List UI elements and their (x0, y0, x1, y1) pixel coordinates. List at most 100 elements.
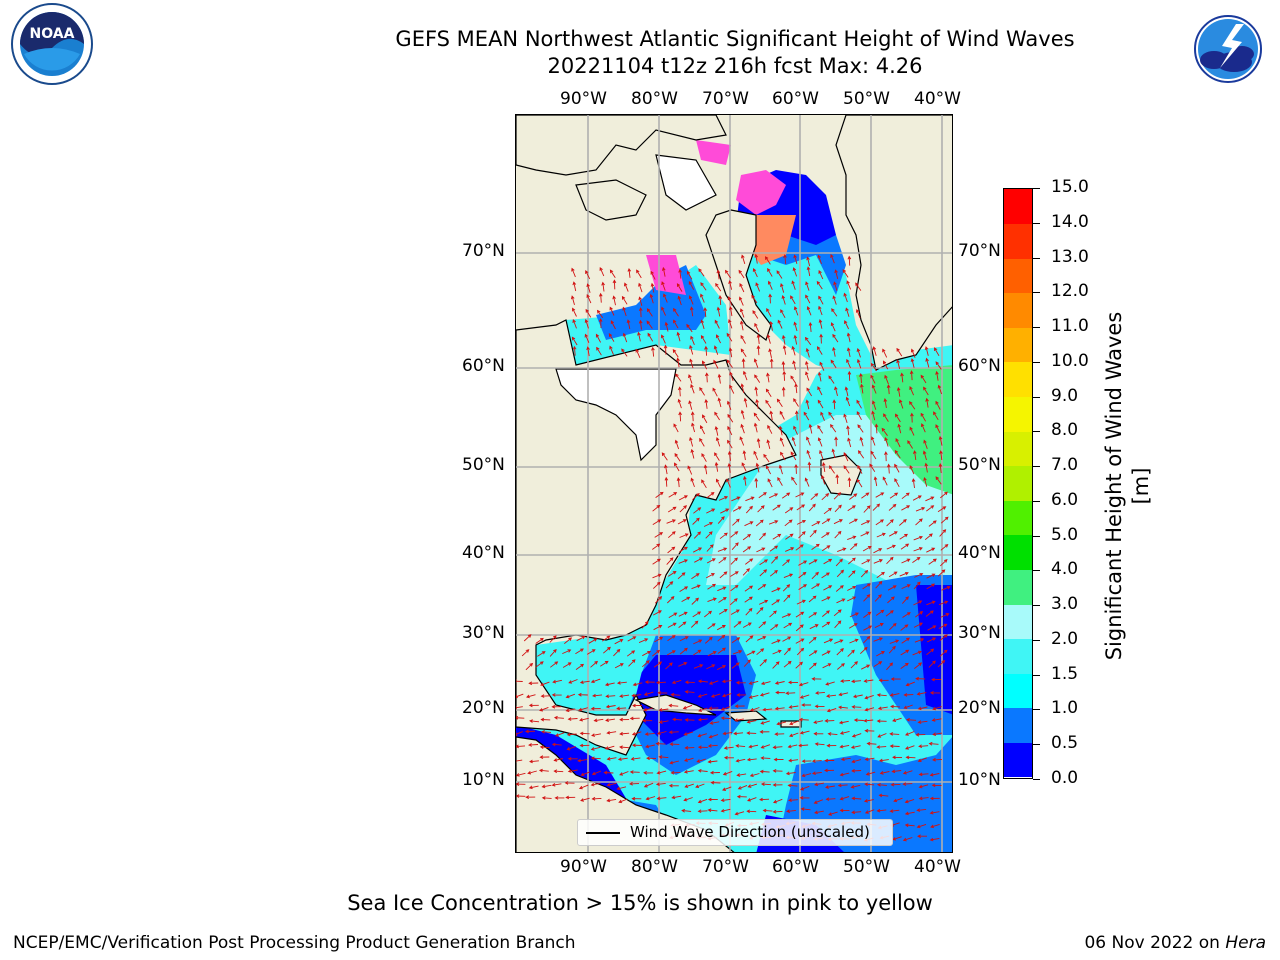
wind-wave-arrow (769, 610, 777, 618)
wind-wave-arrow (912, 650, 922, 656)
wind-wave-arrow (610, 320, 616, 330)
wind-wave-arrow (535, 637, 544, 644)
wind-wave-arrow (940, 613, 950, 618)
wind-wave-arrow (657, 691, 668, 695)
wind-wave-arrow (751, 294, 758, 304)
wind-wave-arrow (744, 521, 754, 527)
wind-wave-arrow (889, 693, 900, 697)
wind-wave-arrow (887, 596, 895, 604)
wind-wave-arrow (735, 680, 746, 685)
wind-wave-arrow (755, 519, 764, 527)
lat-label-left: 30°N (462, 623, 505, 643)
wind-wave-arrow (864, 782, 875, 787)
wind-wave-arrow (733, 731, 744, 736)
wind-wave-arrow (822, 663, 832, 669)
wind-wave-arrow (748, 694, 759, 699)
wind-wave-arrow (759, 659, 767, 667)
wind-wave-arrow (926, 505, 935, 512)
wind-wave-arrow (697, 798, 708, 804)
wind-wave-arrow (690, 448, 695, 459)
wind-wave-arrow (584, 333, 590, 343)
wind-wave-arrow (848, 518, 858, 524)
wind-wave-arrow (591, 770, 602, 776)
wind-wave-arrow (853, 718, 864, 722)
wind-wave-arrow (629, 781, 640, 786)
wind-wave-arrow (882, 476, 888, 486)
wind-wave-arrow (743, 659, 751, 667)
wind-wave-arrow (753, 450, 759, 460)
wind-wave-arrow (632, 682, 643, 687)
wind-wave-arrow (741, 358, 746, 369)
wind-wave-arrow (704, 398, 709, 409)
wind-wave-arrow (707, 623, 716, 630)
wind-wave-arrow (782, 636, 792, 642)
wind-wave-arrow (931, 677, 942, 682)
wind-wave-arrow (913, 600, 923, 606)
wind-wave-arrow (700, 319, 705, 330)
wind-wave-arrow (795, 611, 805, 618)
wind-wave-arrow (759, 559, 769, 566)
wind-wave-arrow (834, 530, 842, 539)
wind-wave-arrow (873, 559, 883, 564)
wind-wave-arrow (926, 573, 936, 579)
wind-wave-arrow (674, 462, 680, 472)
wind-wave-arrow (578, 784, 589, 790)
wind-wave-arrow (741, 254, 746, 265)
wind-wave-arrow (735, 744, 746, 748)
wind-wave-arrow (646, 308, 653, 317)
colorbar-tick-label: 10.0 (1051, 350, 1089, 371)
wind-wave-arrow (759, 769, 770, 774)
wind-wave-arrow (753, 358, 759, 368)
wind-wave-arrow (831, 448, 836, 459)
wind-wave-arrow (808, 321, 813, 332)
wind-wave-arrow (909, 426, 915, 436)
wind-wave-arrow (719, 532, 728, 540)
wind-wave-arrow (758, 621, 767, 629)
wind-wave-arrow (849, 543, 858, 551)
wind-wave-arrow (794, 463, 798, 474)
wind-wave-arrow (643, 771, 654, 775)
wind-wave-arrow (782, 344, 787, 355)
wind-wave-arrow (772, 809, 783, 814)
wind-wave-arrow (635, 348, 641, 358)
wind-wave-arrow (912, 495, 922, 501)
wind-wave-arrow (656, 770, 667, 775)
wind-wave-arrow (707, 797, 718, 802)
wind-wave-arrow (720, 508, 730, 514)
wind-wave-arrow (750, 707, 760, 712)
wind-wave-arrow (808, 423, 813, 434)
wind-wave-arrow (766, 439, 771, 450)
wind-wave-arrow (644, 680, 655, 684)
nws-logo (1178, 2, 1278, 97)
wind-wave-arrow (839, 744, 850, 749)
wind-wave-arrow (780, 451, 786, 461)
wind-wave-arrow (915, 676, 926, 681)
colorbar-tick-mark (1033, 570, 1040, 572)
wind-wave-arrow (798, 560, 808, 566)
wind-wave-arrow (673, 423, 679, 433)
wind-wave-arrow (774, 732, 785, 736)
colorbar-segment (1004, 431, 1032, 467)
lat-label-right: 50°N (958, 455, 1001, 475)
wind-wave-arrow (886, 463, 891, 474)
wind-wave-arrow (931, 718, 942, 722)
wind-wave-arrow (652, 504, 661, 512)
wind-wave-arrow (935, 370, 939, 381)
wind-wave-arrow (584, 318, 589, 329)
wind-wave-arrow (549, 648, 557, 657)
wind-wave-arrow (807, 461, 812, 472)
wind-wave-arrow (749, 773, 760, 778)
wind-wave-arrow (776, 270, 783, 279)
wind-wave-arrow (795, 638, 805, 644)
wind-wave-arrow (772, 649, 782, 655)
wind-wave-arrow (616, 706, 627, 711)
wind-wave-arrow (652, 581, 661, 589)
wind-wave-arrow (642, 718, 653, 723)
wind-wave-arrow (920, 374, 927, 384)
wind-wave-arrow (781, 613, 792, 618)
wind-wave-arrow (808, 650, 818, 657)
wind-wave-arrow (795, 624, 804, 632)
wind-wave-arrow (654, 532, 664, 538)
wind-wave-arrow (923, 439, 928, 449)
wind-wave-arrow (652, 573, 662, 579)
